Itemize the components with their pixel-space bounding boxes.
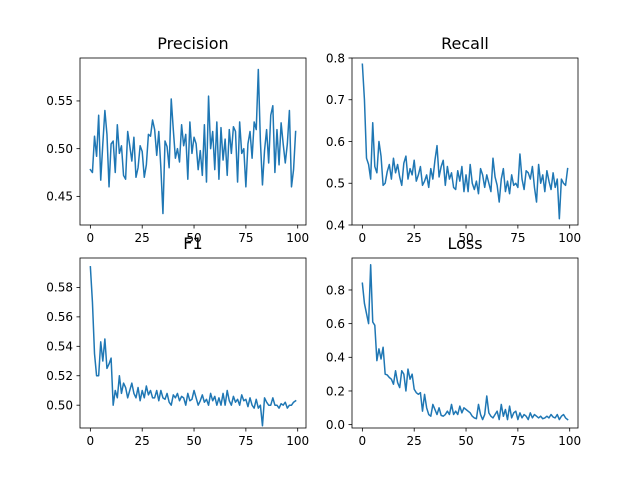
series-line-recall xyxy=(361,63,569,220)
x-tick-label: 50 xyxy=(186,231,201,245)
axes-frame xyxy=(351,257,579,429)
y-tick-label: 0.7 xyxy=(326,93,345,107)
y-tick-label: 0.5 xyxy=(326,177,345,191)
axes-frame xyxy=(79,257,307,429)
subplot-recall: Recall 0 25 50 75 100 0.4 0.5 0.6 0.7 0.8 xyxy=(326,34,581,245)
x-tick-label: 25 xyxy=(135,231,150,245)
x-tick-label: 75 xyxy=(510,231,525,245)
y-tick-label: 0.6 xyxy=(326,135,345,149)
x-tick-label: 75 xyxy=(238,231,253,245)
y-tick-label: 0.4 xyxy=(326,351,345,365)
y-tick-label: 0.4 xyxy=(326,218,345,232)
y-tick-label: 0.0 xyxy=(326,418,345,432)
subplot-title: Loss xyxy=(447,234,482,253)
series-line-precision xyxy=(89,68,297,215)
x-tick-label: 100 xyxy=(286,231,309,245)
x-tick-label: 25 xyxy=(407,434,422,448)
x-tick-label: 25 xyxy=(135,434,150,448)
x-tick-label: 25 xyxy=(407,231,422,245)
y-tick-label: 0.50 xyxy=(46,398,73,412)
y-tick-label: 0.54 xyxy=(46,340,73,354)
x-tick-label: 50 xyxy=(186,434,201,448)
x-tick-label: 75 xyxy=(238,434,253,448)
y-tick-label: 0.8 xyxy=(326,51,345,65)
x-tick-label: 100 xyxy=(558,434,581,448)
y-tick-label: 0.52 xyxy=(46,369,73,383)
subplot-title: Recall xyxy=(441,34,489,53)
axes-frame xyxy=(79,57,307,226)
x-tick-label: 50 xyxy=(458,434,473,448)
subplot-precision: Precision 0 25 50 75 100 0.45 0.50 0.55 xyxy=(46,34,309,245)
series-line-f1 xyxy=(89,266,297,427)
x-tick-label: 0 xyxy=(359,434,367,448)
subplot-f1: F1 0 25 50 75 100 0.50 0.52 0.54 0.56 0.58 xyxy=(46,234,309,448)
y-tick-label: 0.58 xyxy=(46,281,73,295)
x-tick-label: 100 xyxy=(558,231,581,245)
x-tick-label: 75 xyxy=(510,434,525,448)
series-line-loss xyxy=(361,263,569,421)
y-tick-label: 0.56 xyxy=(46,310,73,324)
y-tick-label: 0.50 xyxy=(46,142,73,156)
subplot-title: F1 xyxy=(183,234,202,253)
y-tick-label: 0.2 xyxy=(326,384,345,398)
x-tick-label: 0 xyxy=(87,231,95,245)
y-tick-label: 0.55 xyxy=(46,94,73,108)
x-tick-label: 100 xyxy=(286,434,309,448)
subplot-title: Precision xyxy=(157,34,228,53)
x-tick-label: 0 xyxy=(359,231,367,245)
subplot-loss: Loss 0 25 50 75 100 0.0 0.2 0.4 0.6 0.8 xyxy=(326,234,581,448)
y-tick-label: 0.6 xyxy=(326,317,345,331)
y-tick-label: 0.45 xyxy=(46,190,73,204)
x-tick-label: 50 xyxy=(458,231,473,245)
x-tick-label: 0 xyxy=(87,434,95,448)
y-tick-label: 0.8 xyxy=(326,283,345,297)
